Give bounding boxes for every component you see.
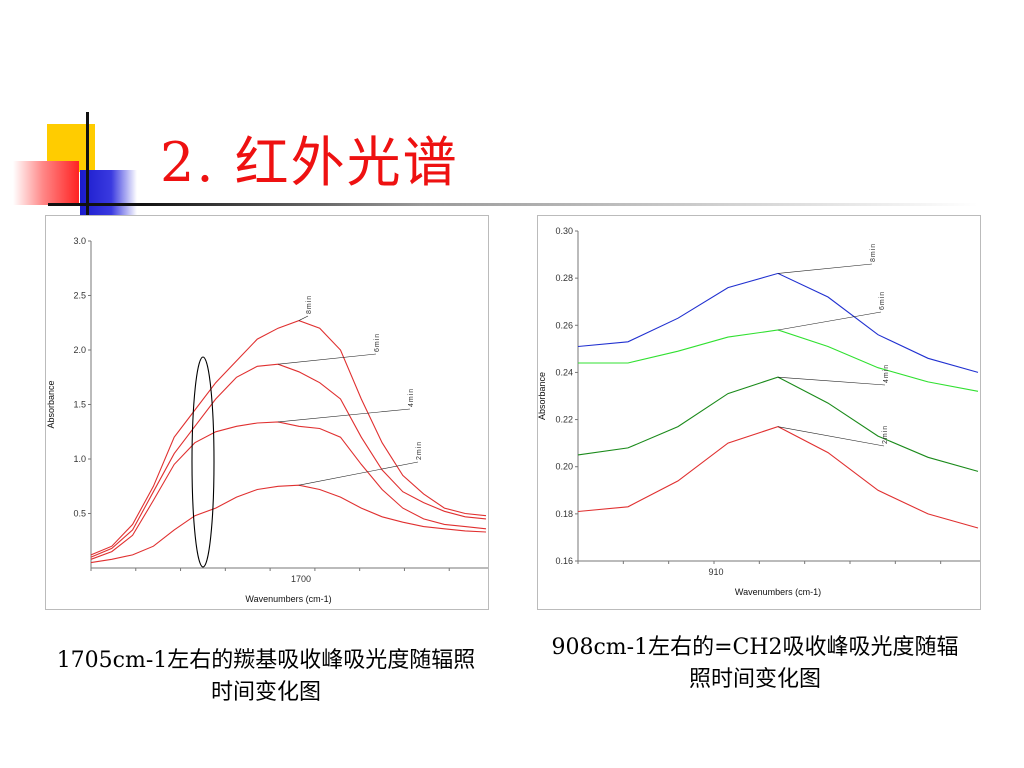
y-tick-label: 0.30 <box>555 226 573 236</box>
series-label-2min: 2min <box>882 425 889 444</box>
y-axis-label: Absorbance <box>538 372 547 420</box>
x-axis-label: Wavenumbers (cm-1) <box>245 594 331 604</box>
y-tick-label: 0.5 <box>73 509 86 519</box>
series-line-8min <box>90 320 487 556</box>
vinylidene-ir-chart: 0.16 0.18 0.20 0.22 0.24 0.26 0.28 0.30 910 Waven… <box>537 215 981 610</box>
leader-line-2min <box>777 426 885 447</box>
y-tick-label: 0.22 <box>555 415 573 425</box>
series-line-8min <box>577 272 979 373</box>
series-label-6min: 6min <box>374 333 381 352</box>
decor-horizontal-rule <box>48 203 978 206</box>
caption-vinylidene: 908cm-1左右的=CH2吸收峰吸光度随辐照时间变化图 <box>551 635 959 692</box>
decor-blue-square <box>80 170 137 222</box>
series-label-6min: 6min <box>879 291 886 310</box>
leader-line-8min <box>298 315 309 321</box>
decor-vertical-line <box>86 112 89 224</box>
y-tick-label: 1.5 <box>73 400 86 410</box>
y-tick-label: 0.16 <box>555 556 573 566</box>
y-tick-label: 3.0 <box>73 236 86 246</box>
y-tick-label: 2.5 <box>73 291 86 301</box>
y-tick-label: 0.18 <box>555 509 573 519</box>
series-label-4min: 4min <box>883 364 890 383</box>
leader-line-4min <box>777 376 886 386</box>
series-line-6min <box>578 329 979 392</box>
series-label-8min: 8min <box>306 295 313 314</box>
carbonyl-ir-chart: 0.5 1.0 1.5 2.0 2.5 3.0 1700 Wavenumbers (cm-1)… <box>45 215 489 610</box>
y-tick-label: 0.24 <box>555 367 573 377</box>
series-label-8min: 8min <box>870 243 877 262</box>
series-line-4min <box>577 376 979 472</box>
leader-line-6min <box>278 353 377 365</box>
series-label-4min: 4min <box>408 388 415 407</box>
x-tick-label: 1700 <box>291 574 311 584</box>
carbonyl-ir-plot: 0.5 1.0 1.5 2.0 2.5 3.0 1700 Wavenumbers (cm-1)… <box>46 236 488 604</box>
series-line-2min <box>577 426 979 529</box>
y-tick-label: 0.20 <box>555 462 573 472</box>
leader-line-2min <box>298 461 419 486</box>
y-axis-label: Absorbance <box>46 380 56 428</box>
decor-red-square <box>13 161 79 205</box>
x-axis-label: Wavenumbers (cm-1) <box>735 587 821 597</box>
vinylidene-ir-plot: 0.16 0.18 0.20 0.22 0.24 0.26 0.28 0.30 910 Waven… <box>538 226 980 597</box>
leader-line-4min <box>278 408 411 423</box>
x-tick-label: 910 <box>708 567 723 577</box>
y-tick-label: 1.0 <box>73 454 86 464</box>
series-line-4min <box>90 421 487 560</box>
y-tick-label: 2.0 <box>73 345 86 355</box>
series-label-2min: 2min <box>416 441 423 460</box>
y-tick-label: 0.26 <box>555 320 573 330</box>
series-line-6min <box>90 363 487 558</box>
y-tick-label: 0.28 <box>555 273 573 283</box>
series-line-2min <box>90 484 487 564</box>
slide-title: 2. 红外光谱 <box>160 131 459 194</box>
leader-line-8min <box>777 263 873 274</box>
shoulder-ellipse-annotation <box>191 356 215 568</box>
leader-line-6min <box>777 311 882 331</box>
caption-carbonyl: 1705cm-1左右的羰基吸收峰吸光度随辐照时间变化图 <box>56 648 476 705</box>
